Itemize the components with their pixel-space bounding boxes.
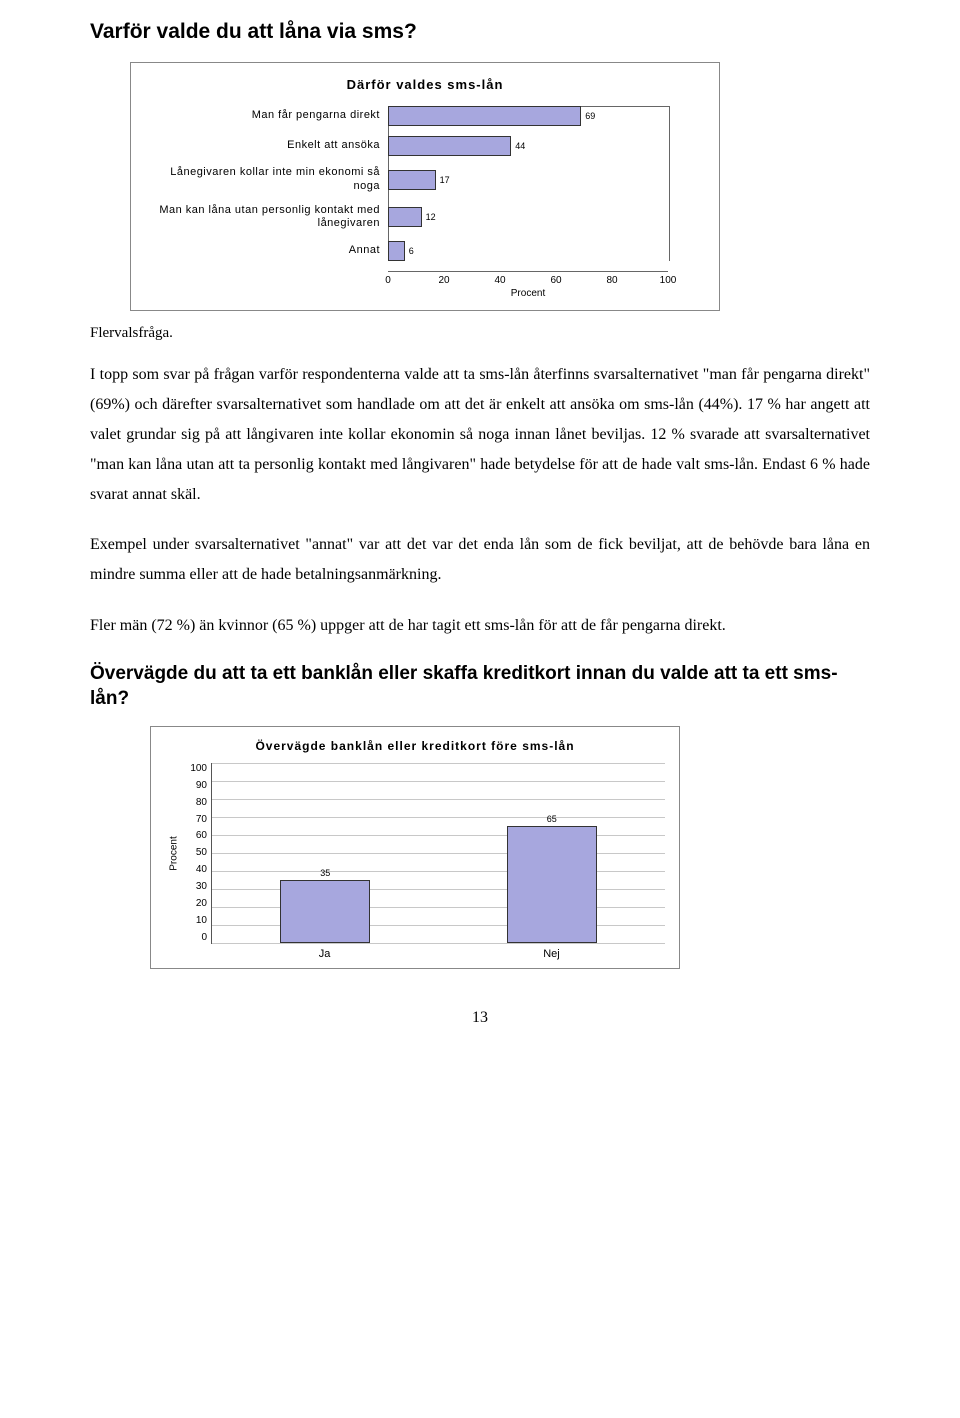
vbar-value: 65 <box>547 814 557 824</box>
hbar-label: Annat <box>145 244 388 258</box>
chart2-ylabel: Procent <box>165 763 183 944</box>
paragraph-3: Fler män (72 %) än kvinnor (65 %) uppger… <box>90 611 870 641</box>
vbar-bar <box>280 880 370 943</box>
hbar-label: Enkelt att ansöka <box>145 139 388 153</box>
vbar-ytick: 90 <box>183 780 207 791</box>
hbar-value: 6 <box>409 246 414 256</box>
hbar-xtick: 80 <box>606 275 617 286</box>
hbar-value: 12 <box>426 212 436 222</box>
chart2-title: Övervägde banklån eller kreditkort före … <box>165 739 665 753</box>
vbar-ytick: 60 <box>183 830 207 841</box>
chart-considered-bankloan: Övervägde banklån eller kreditkort före … <box>150 726 680 969</box>
vbar-ytick: 100 <box>183 763 207 774</box>
hbar-xtick: 40 <box>494 275 505 286</box>
vbar-ytick: 70 <box>183 814 207 825</box>
hbar-row: Man kan låna utan personlig kontakt med … <box>145 204 705 232</box>
hbar-label: Man får pengarna direkt <box>145 109 388 123</box>
hbar-bar <box>388 241 405 261</box>
vbar-ytick: 10 <box>183 915 207 926</box>
hbar-axis-label: Procent <box>511 288 545 299</box>
vbar-ytick: 20 <box>183 898 207 909</box>
hbar-bar <box>388 136 511 156</box>
vbar-value: 35 <box>320 868 330 878</box>
chart-reasons-sms-loan: Därför valdes sms-lån Man får pengarna d… <box>130 62 720 311</box>
chart1-title: Därför valdes sms-lån <box>145 77 705 92</box>
vbar-ytick: 0 <box>183 932 207 943</box>
sub-heading: Övervägde du att ta ett banklån eller sk… <box>90 661 870 712</box>
paragraph-1: I topp som svar på frågan varför respond… <box>90 360 870 510</box>
hbar-xtick: 60 <box>550 275 561 286</box>
vbar-column: 65 <box>461 814 642 943</box>
hbar-label: Lånegivaren kollar inte min ekonomi så n… <box>145 166 388 194</box>
hbar-row: Annat 6 <box>145 241 705 261</box>
vbar-ytick: 80 <box>183 797 207 808</box>
hbar-bar <box>388 207 422 227</box>
vbar-ytick: 50 <box>183 847 207 858</box>
page-heading: Varför valde du att låna via sms? <box>90 20 870 44</box>
hbar-label: Man kan låna utan personlig kontakt med … <box>145 204 388 232</box>
hbar-xtick: 0 <box>385 275 391 286</box>
vbar-column: 35 <box>235 868 416 943</box>
hbar-xtick: 100 <box>660 275 677 286</box>
vbar-xlabel: Ja <box>234 948 416 960</box>
hbar-xtick: 20 <box>438 275 449 286</box>
paragraph-2: Exempel under svarsalternativet "annat" … <box>90 530 870 590</box>
vbar-ytick: 40 <box>183 864 207 875</box>
hbar-row: Man får pengarna direkt 69 <box>145 106 705 126</box>
vbar-ytick: 30 <box>183 881 207 892</box>
hbar-value: 44 <box>515 141 525 151</box>
vbar-xlabel: Nej <box>461 948 643 960</box>
hbar-bar <box>388 106 581 126</box>
hbar-row: Lånegivaren kollar inte min ekonomi så n… <box>145 166 705 194</box>
chart1-footnote: Flervalsfråga. <box>90 325 870 342</box>
hbar-value: 17 <box>440 175 450 185</box>
vbar-bar <box>507 826 597 943</box>
page-number: 13 <box>90 1009 870 1027</box>
hbar-row: Enkelt att ansöka 44 <box>145 136 705 156</box>
hbar-value: 69 <box>585 111 595 121</box>
hbar-bar <box>388 170 436 190</box>
